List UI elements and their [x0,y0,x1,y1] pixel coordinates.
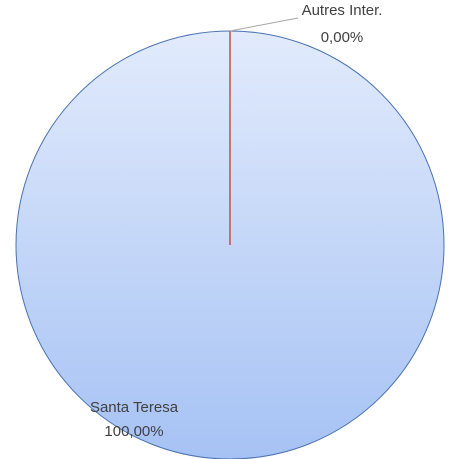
slice-value-label: 100,00% [104,423,163,440]
slice-value-label: 0,00% [321,29,364,46]
slice-label: Santa Teresa [90,399,179,416]
slice-label: Autres Inter. [302,2,383,19]
leader-line [229,17,299,32]
